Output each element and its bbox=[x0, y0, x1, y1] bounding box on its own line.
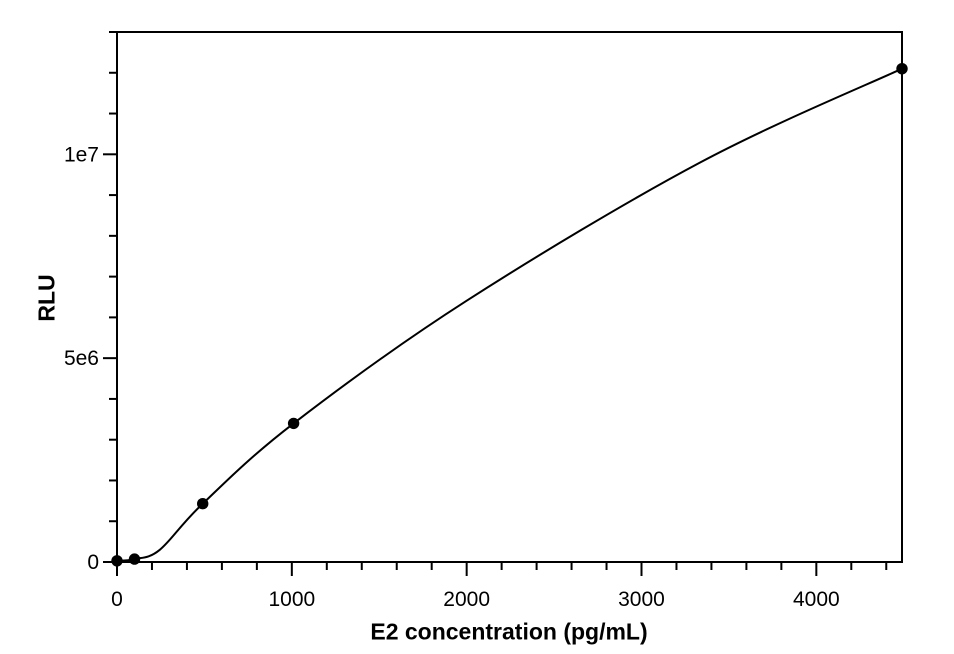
data-point-marker bbox=[287, 417, 300, 430]
data-point-marker bbox=[197, 498, 209, 510]
x-tick-label: 1000 bbox=[268, 588, 315, 611]
y-tick-label: 0 bbox=[87, 551, 99, 574]
data-point-marker bbox=[111, 555, 123, 567]
y-axis-title: RLU bbox=[33, 274, 60, 322]
data-point-marker bbox=[896, 62, 908, 75]
x-tick-label: 3000 bbox=[618, 588, 665, 611]
y-tick-label: 5e6 bbox=[64, 347, 99, 370]
x-tick-label: 0 bbox=[111, 588, 123, 611]
data-point-marker bbox=[128, 553, 141, 565]
x-tick-label: 4000 bbox=[793, 588, 840, 611]
x-axis-title: E2 concentration (pg/mL) bbox=[370, 618, 648, 645]
calibration-curve bbox=[116, 67, 903, 562]
y-tick-label: 1e7 bbox=[64, 143, 99, 166]
plot-frame bbox=[116, 31, 903, 563]
x-tick-label: 2000 bbox=[443, 588, 490, 611]
